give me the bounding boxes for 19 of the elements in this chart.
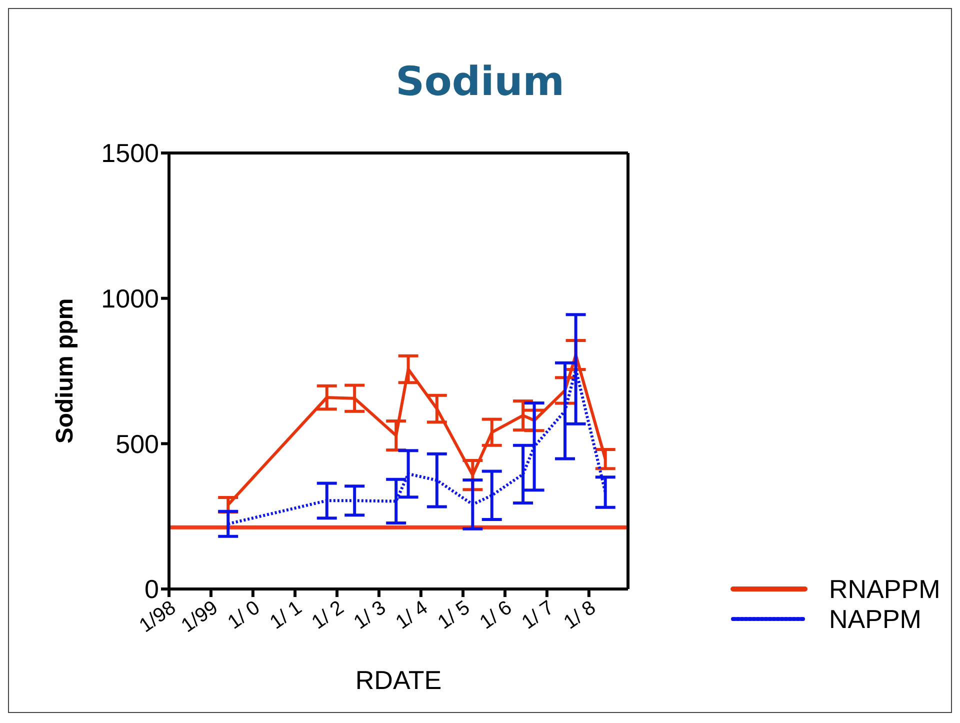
chart-title: Sodium bbox=[394, 59, 566, 105]
x-tick-label: 1/ 6 bbox=[476, 596, 516, 634]
x-tick-label: 1/ 8 bbox=[560, 596, 600, 634]
y-tick-label: 1000 bbox=[101, 284, 159, 314]
x-tick-label: 1/ 0 bbox=[224, 596, 264, 634]
x-tick-label: 1/99 bbox=[177, 596, 222, 638]
y-tick-label: 0 bbox=[144, 574, 159, 604]
x-tick-label: 1/ 1 bbox=[266, 596, 306, 634]
y-tick-label: 1500 bbox=[101, 138, 159, 168]
y-tick-label: 500 bbox=[116, 428, 159, 459]
legend-label: NAPPM bbox=[829, 604, 922, 634]
y-axis-title: Sodium ppm bbox=[52, 298, 79, 444]
x-axis-title: RDATE bbox=[355, 665, 442, 695]
x-tick-label: 1/ 3 bbox=[350, 596, 390, 634]
x-tick-label: 1/ 5 bbox=[434, 596, 474, 634]
x-tick-label: 1/ 4 bbox=[392, 596, 432, 634]
x-tick-label: 1/ 2 bbox=[308, 596, 348, 634]
x-tick-label: 1/ 7 bbox=[518, 596, 558, 634]
legend-label: RNAPPM bbox=[829, 574, 940, 604]
